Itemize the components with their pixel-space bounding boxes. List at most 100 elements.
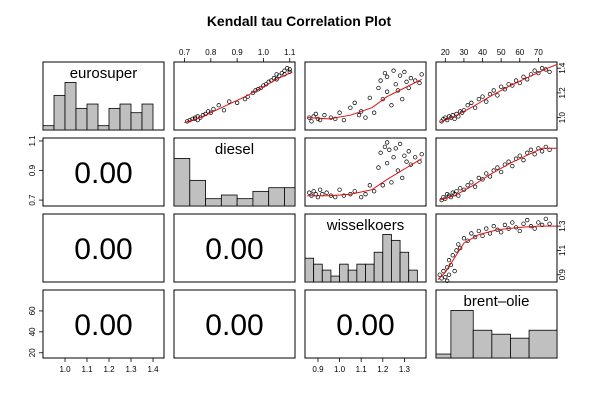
scatter-point	[313, 111, 318, 117]
scatter-point	[328, 115, 334, 120]
scatter-point	[371, 189, 377, 194]
histogram-3	[436, 309, 557, 358]
histogram-bar	[268, 187, 285, 206]
scatter-point	[391, 68, 396, 73]
tick-label: 0.9	[28, 164, 37, 176]
correlation-value: 0.00	[74, 309, 132, 342]
tick-label: 40	[28, 327, 37, 336]
scatter-point	[277, 73, 282, 78]
scatter-point	[454, 189, 459, 194]
scatter-point	[419, 72, 424, 77]
histogram-bar	[189, 179, 206, 206]
scatter-point	[333, 116, 338, 122]
scatter-point	[510, 220, 515, 225]
right-axis-0: 1.0 1.2 1.4	[556, 62, 567, 124]
scatter-point	[211, 106, 216, 112]
scatter-point	[543, 216, 548, 222]
scatter-point	[341, 117, 347, 123]
scatter-point	[287, 67, 292, 72]
scatter-point	[315, 116, 321, 122]
histogram-bar	[305, 257, 315, 282]
scatter-point	[510, 163, 515, 169]
bottom-axis-2: 0.9 1.0 1.1 1.2 1.3	[312, 357, 411, 374]
histogram-bar	[284, 187, 295, 206]
tick-label: 1.1	[81, 365, 93, 374]
scatter-point	[476, 228, 481, 234]
scatter-point	[337, 187, 342, 192]
scatter-panel-r2c3	[437, 216, 557, 283]
scatter-point	[380, 96, 385, 102]
scatter-point	[384, 160, 390, 166]
tick-label: 70	[534, 48, 543, 57]
tick-label: 1.0	[334, 365, 346, 374]
scatter-point	[465, 238, 470, 243]
scatter-point	[472, 184, 478, 189]
histogram-2	[305, 233, 418, 282]
scatter-point	[499, 230, 504, 235]
histogram-bar	[313, 263, 323, 282]
scatter-point	[371, 110, 377, 115]
correlation-value: 0.00	[205, 233, 263, 266]
histogram-bar	[450, 309, 474, 358]
scatter-point	[322, 113, 327, 118]
scatter-point	[376, 85, 381, 91]
histogram-bar	[391, 239, 401, 282]
histogram-bar	[330, 275, 340, 282]
tick-label: 1.0	[558, 112, 567, 124]
tick-label: 1.2	[103, 365, 115, 374]
scatter-point	[389, 103, 394, 108]
scatter-point	[452, 116, 457, 122]
tick-label: 1.3	[558, 220, 567, 232]
scatter-point	[419, 152, 424, 157]
scatter-point	[384, 140, 390, 145]
histogram-bar	[472, 329, 493, 358]
scatter-point	[408, 75, 414, 81]
smoother-line	[307, 158, 422, 197]
tick-label: 1.1	[356, 365, 368, 374]
scatter-point	[495, 165, 500, 170]
scatter-point	[456, 242, 461, 247]
histogram-bar	[43, 125, 55, 130]
scatter-point	[359, 194, 364, 200]
scatter-panel-r0c1	[184, 66, 293, 124]
histogram-1	[174, 157, 295, 206]
histogram-bar	[399, 251, 410, 282]
smoother-line	[184, 71, 293, 124]
scatter-point	[495, 93, 500, 98]
tick-label: 1.4	[147, 365, 159, 374]
histogram-bar	[130, 112, 143, 130]
scatter-point	[352, 100, 357, 105]
scatter-point	[367, 95, 372, 101]
tick-label: 0.8	[205, 48, 217, 57]
tick-label: 0.7	[28, 194, 37, 206]
scatter-point	[256, 87, 261, 92]
scatter-panel-r0c3	[439, 64, 558, 124]
correlation-value: 0.00	[336, 309, 394, 342]
scatter-point	[472, 234, 478, 240]
scatter-point	[404, 79, 409, 84]
histogram-bar	[408, 269, 418, 282]
scatter-point	[341, 193, 347, 198]
scatter-point	[499, 169, 504, 175]
histogram-bar	[382, 233, 392, 282]
histogram-bar	[119, 103, 132, 130]
histogram-bar	[436, 353, 452, 358]
histogram-bar	[365, 263, 375, 282]
scatter-point	[502, 222, 508, 228]
correlation-value: 0.00	[74, 233, 132, 266]
scatter-point	[413, 155, 418, 160]
scatter-point	[227, 99, 232, 104]
scatter-point	[521, 74, 526, 79]
scatter-point	[476, 175, 481, 181]
scatter-point	[491, 88, 496, 93]
tick-label: 1.3	[399, 365, 411, 374]
scatter-point	[400, 175, 405, 181]
histogram-bar	[220, 194, 238, 206]
scatter-point	[363, 115, 368, 120]
scatter-point	[389, 180, 394, 185]
scatter-point	[274, 72, 279, 77]
tick-label: 1.4	[558, 62, 567, 74]
histogram-bar	[97, 125, 110, 130]
scatter-point	[446, 272, 452, 277]
scatter-point	[274, 77, 279, 82]
